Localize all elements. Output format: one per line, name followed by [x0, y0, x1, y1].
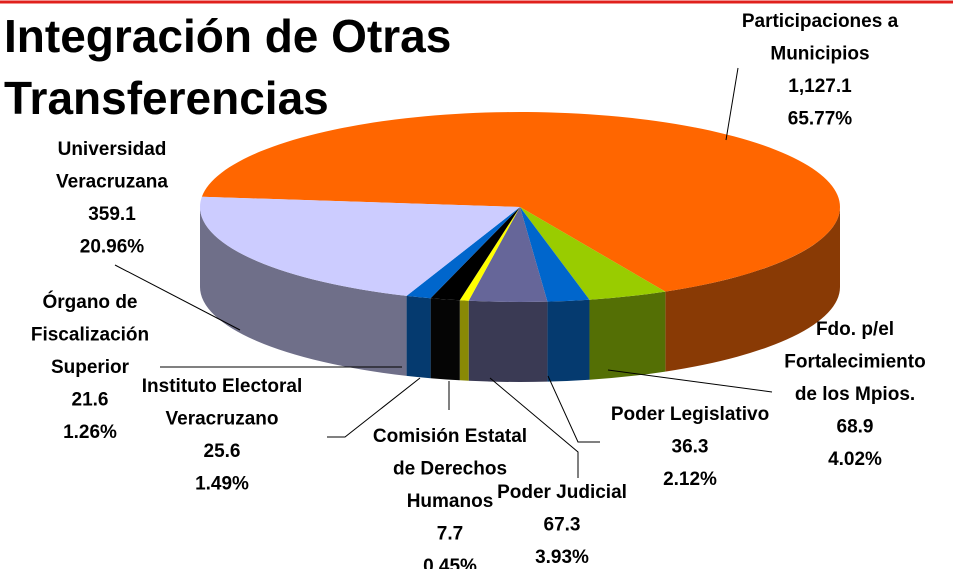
- slice-label: Municipios: [770, 44, 869, 65]
- chart-title: Transferencias: [4, 72, 329, 124]
- slice: [201, 111, 841, 292]
- slice-label: Veracruzana: [56, 172, 168, 193]
- slice-label: Fortalecimiento: [784, 352, 925, 373]
- slice-label: Fdo. p/el: [816, 319, 894, 340]
- chart-title: Integración de Otras: [4, 10, 451, 62]
- slice-label: de los Mpios.: [795, 384, 915, 405]
- slice-label: Órgano de: [42, 291, 137, 313]
- percent-label: 3.93%: [535, 547, 589, 568]
- slice-label: Poder Judicial: [497, 482, 627, 503]
- value-label: 1,127.1: [788, 76, 852, 97]
- slice-label: Humanos: [407, 491, 494, 512]
- slice-label: Veracruzano: [166, 409, 279, 430]
- percent-label: 1.49%: [195, 474, 249, 495]
- slice: [459, 207, 520, 301]
- slice: [199, 196, 520, 296]
- value-label: 68.9: [837, 417, 874, 438]
- leader-line: [489, 377, 579, 478]
- slice-label: Participaciones a: [742, 11, 899, 32]
- percent-label: 0.45%: [423, 556, 477, 569]
- leader-line: [114, 264, 241, 331]
- percent-label: 4.02%: [828, 449, 882, 470]
- slice-side: [589, 291, 666, 380]
- slice-label: Instituto Electoral: [142, 376, 302, 397]
- slice-label: Comisión Estatal: [373, 426, 527, 447]
- slice-side: [468, 300, 548, 383]
- value-label: 67.3: [544, 515, 581, 536]
- leader-line: [327, 377, 421, 438]
- slice: [430, 207, 520, 301]
- slice-side: [430, 298, 460, 381]
- leader-line: [547, 375, 600, 443]
- leader-line: [725, 67, 739, 141]
- percent-label: 1.26%: [63, 422, 117, 443]
- value-label: 36.3: [672, 437, 709, 458]
- slice-label: Superior: [51, 357, 130, 378]
- slice-side: [200, 207, 407, 376]
- value-label: 7.7: [437, 524, 463, 545]
- slice: [520, 207, 590, 302]
- leader-line: [607, 369, 773, 393]
- slice-label: Fiscalización: [31, 325, 149, 346]
- slice: [406, 207, 520, 299]
- slice-side: [406, 295, 431, 379]
- percent-label: 20.96%: [80, 237, 145, 258]
- percent-label: 65.77%: [788, 109, 853, 130]
- value-label: 25.6: [204, 441, 241, 462]
- slice-label: Universidad: [58, 139, 167, 160]
- slice: [468, 207, 548, 302]
- slice-side: [459, 300, 469, 381]
- value-label: 21.6: [72, 390, 109, 411]
- percent-label: 2.12%: [663, 469, 717, 490]
- value-label: 359.1: [88, 204, 136, 225]
- slice: [520, 207, 666, 300]
- slice-label: Poder Legislativo: [611, 404, 769, 425]
- slice-side: [665, 207, 840, 372]
- slice-side: [547, 299, 590, 382]
- slice-label: de Derechos: [393, 459, 507, 480]
